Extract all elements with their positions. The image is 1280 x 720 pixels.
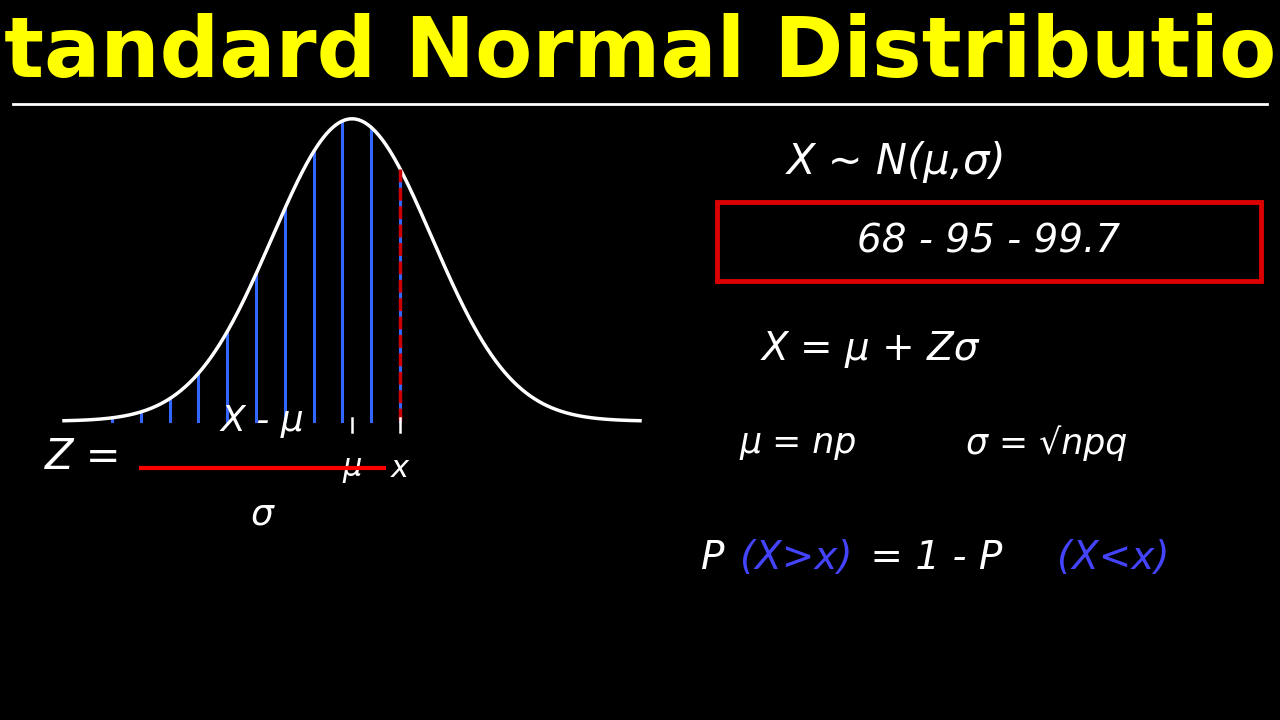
Text: σ = √npq: σ = √npq bbox=[966, 425, 1128, 461]
Text: Z =: Z = bbox=[45, 436, 122, 478]
FancyBboxPatch shape bbox=[717, 202, 1261, 281]
Text: X ∼ N(μ,σ): X ∼ N(μ,σ) bbox=[787, 141, 1007, 183]
Text: Standard Normal Distribution: Standard Normal Distribution bbox=[0, 14, 1280, 94]
Text: 68 - 95 - 99.7: 68 - 95 - 99.7 bbox=[858, 222, 1120, 260]
Text: x: x bbox=[390, 454, 410, 482]
Text: P: P bbox=[701, 539, 724, 577]
Text: σ: σ bbox=[251, 498, 274, 532]
Text: μ: μ bbox=[342, 454, 362, 482]
Text: = 1 - P: = 1 - P bbox=[858, 539, 1002, 577]
Text: (X>x): (X>x) bbox=[740, 539, 852, 577]
Text: X - μ: X - μ bbox=[220, 404, 305, 438]
Text: μ = np: μ = np bbox=[740, 426, 858, 460]
Text: X = μ + Zσ: X = μ + Zσ bbox=[762, 330, 979, 368]
Text: (X<x): (X<x) bbox=[1057, 539, 1170, 577]
